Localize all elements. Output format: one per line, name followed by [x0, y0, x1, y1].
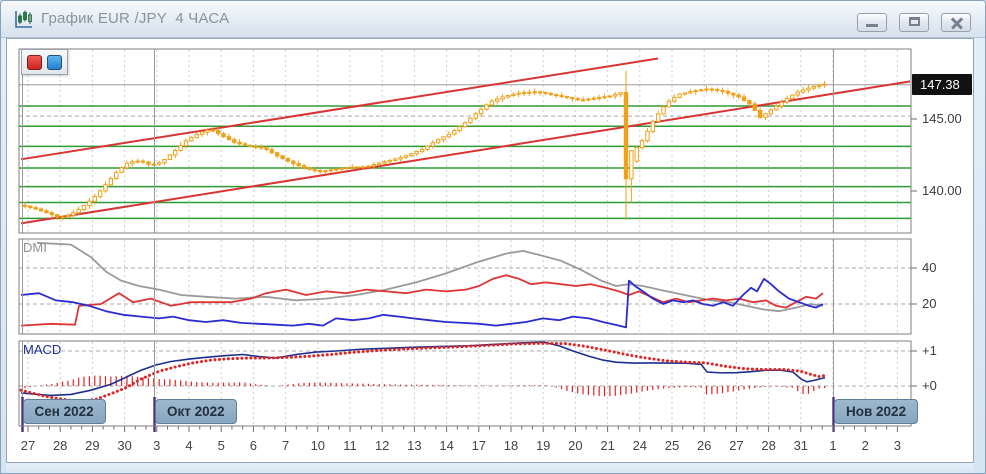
- chart-mini-toolbar: [21, 49, 68, 75]
- pane-border: [18, 48, 912, 234]
- pane-border: [18, 340, 912, 427]
- x-axis-day-label: 3: [893, 438, 901, 453]
- restore-button[interactable]: [899, 13, 929, 32]
- dmi-line-ADX: [36, 241, 824, 313]
- x-axis-day-label: 18: [503, 438, 519, 453]
- x-axis-ticks: [27, 426, 898, 432]
- trend-channel-lines: [20, 57, 910, 225]
- minimize-icon: [866, 24, 878, 27]
- x-axis-day-label: 3: [153, 438, 161, 453]
- support-resistance-lines: [19, 105, 911, 220]
- macd-scale-label: +1: [922, 343, 937, 358]
- x-axis-day-label: 19: [535, 438, 551, 453]
- month-badge: Окт 2022: [155, 399, 237, 424]
- macd-scale-label: +0: [922, 378, 937, 393]
- x-axis-day-label: 10: [310, 438, 326, 453]
- bullish-color-swatch-button[interactable]: [47, 55, 62, 70]
- minimize-button[interactable]: [857, 13, 887, 32]
- bearish-color-swatch-button[interactable]: [27, 55, 42, 70]
- day-gridlines: [27, 50, 898, 425]
- macd-signal-line: [19, 341, 827, 403]
- candlestick-chart-icon: [15, 10, 32, 28]
- x-axis-day-label: 24: [632, 438, 648, 453]
- x-axis-day-label: 20: [568, 438, 583, 453]
- chart-client-area: [6, 38, 974, 463]
- x-axis-day-label: 2: [861, 438, 869, 453]
- price-scale-label: 140.00: [922, 183, 962, 198]
- dmi-indicator-label: DMI: [23, 240, 47, 255]
- candles: [22, 70, 827, 221]
- x-axis-day-label: 21: [600, 438, 615, 453]
- dmi-line--DI: [20, 274, 824, 327]
- x-axis-day-label: 25: [664, 438, 680, 453]
- window-frame-bottom: [6, 463, 974, 473]
- x-axis-day-label: 13: [407, 438, 422, 453]
- pane-border: [18, 238, 912, 335]
- macd-line: [20, 341, 826, 397]
- macd-indicator-label: MACD: [23, 342, 62, 357]
- month-badge: Нов 2022: [834, 399, 919, 424]
- x-axis-day-label: 28: [761, 438, 776, 453]
- restore-icon: [908, 17, 920, 26]
- x-axis-day-label: 5: [217, 438, 225, 453]
- x-axis-day-label: 31: [793, 438, 809, 453]
- x-axis-day-label: 14: [439, 438, 454, 453]
- x-axis-day-label: 26: [696, 438, 712, 453]
- x-axis-day-label: 1: [829, 438, 837, 453]
- x-axis-day-label: 30: [117, 438, 132, 453]
- dmi-scale-label: 40: [922, 260, 937, 275]
- titlebar[interactable]: График EUR /JPY 4 ЧАСА: [1, 1, 985, 38]
- window-frame-right: [974, 38, 985, 473]
- x-axis-day-label: 12: [374, 438, 390, 453]
- window-frame-left: [1, 38, 6, 473]
- price-scale-label: 145.00: [922, 111, 962, 126]
- x-axis-day-label: 4: [185, 438, 193, 453]
- x-axis-day-label: 6: [249, 438, 257, 453]
- x-axis-day-label: 7: [281, 438, 290, 453]
- x-axis-day-label: 28: [52, 438, 68, 453]
- dmi-scale-label: 20: [922, 296, 937, 311]
- window-title: График EUR /JPY 4 ЧАСА: [41, 10, 230, 27]
- dmi-line-+DI: [20, 277, 824, 329]
- current-price-badge: 147.38: [912, 74, 972, 95]
- x-axis-day-label: 27: [20, 438, 36, 453]
- x-axis-day-label: 17: [471, 438, 487, 453]
- x-axis-day-label: 27: [729, 438, 744, 453]
- month-badge: Сен 2022: [22, 399, 106, 424]
- y-axis-ticks: [911, 118, 917, 387]
- x-axis-day-label: 11: [343, 438, 357, 453]
- close-button[interactable]: [941, 13, 971, 32]
- x-axis-day-label: 29: [85, 438, 100, 453]
